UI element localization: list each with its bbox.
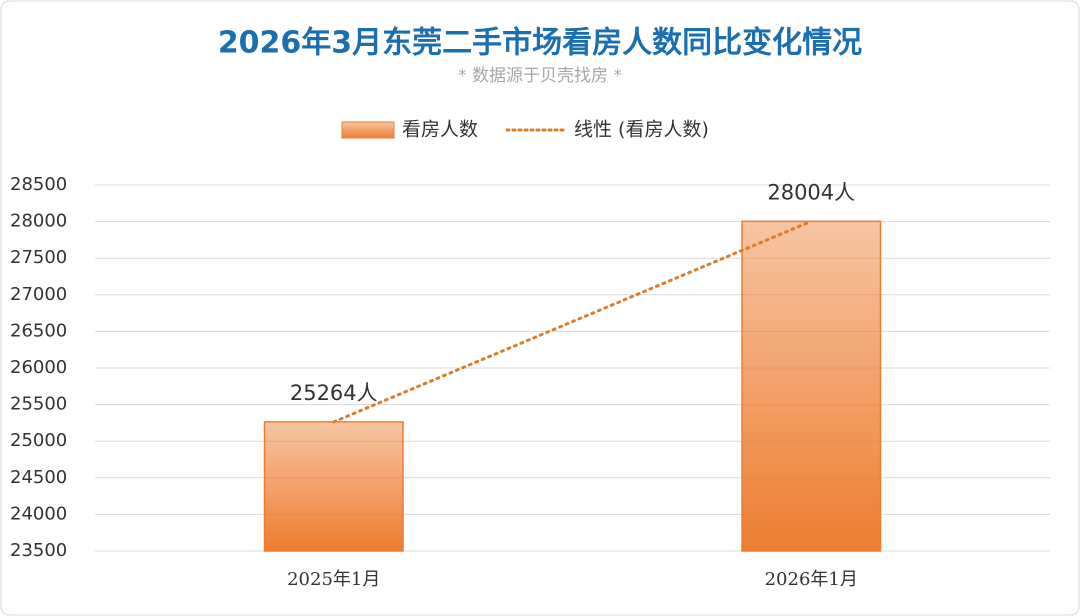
bar: [263, 421, 404, 552]
chart-subtitle: * 数据源于贝壳找房 *: [458, 66, 622, 86]
y-tick-label: 24000: [10, 503, 67, 524]
y-tick-label: 27500: [10, 247, 67, 268]
data-label: 25264人: [290, 381, 378, 405]
y-tick-label: 27000: [10, 284, 67, 305]
y-tick-label: 25500: [10, 394, 67, 415]
y-tick-label: 25000: [10, 430, 67, 451]
chart-title: 2026年3月东莞二手市场看房人数同比变化情况: [218, 26, 862, 61]
x-tick-label: 2025年1月: [287, 569, 380, 590]
y-tick-label: 24500: [10, 467, 67, 488]
x-tick-label: 2026年1月: [765, 569, 858, 590]
y-tick-label: 28000: [10, 211, 67, 232]
y-tick-label: 28500: [10, 174, 67, 195]
y-tick-label: 26500: [10, 320, 67, 341]
legend-swatch: [341, 121, 395, 139]
legend-label: 看房人数: [402, 119, 478, 141]
bar: [741, 220, 882, 552]
data-label: 28004人: [767, 180, 855, 204]
legend-label: 线性 (看房人数): [574, 119, 709, 141]
y-tick-label: 23500: [10, 540, 67, 561]
trendline: [332, 219, 813, 424]
y-tick-label: 26000: [10, 357, 67, 378]
